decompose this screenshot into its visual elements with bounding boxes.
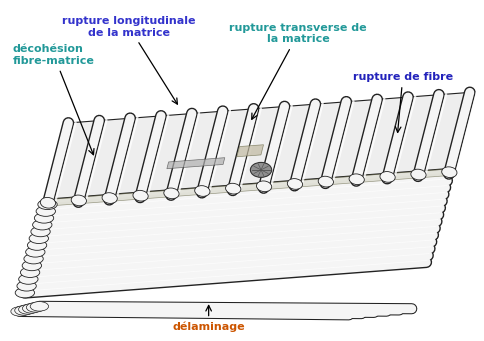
Polygon shape xyxy=(47,169,449,206)
Polygon shape xyxy=(236,145,263,157)
Text: rupture transverse de
la matrice: rupture transverse de la matrice xyxy=(229,23,366,119)
Ellipse shape xyxy=(40,197,56,208)
Text: rupture de fibre: rupture de fibre xyxy=(352,72,452,132)
Ellipse shape xyxy=(318,176,333,187)
Ellipse shape xyxy=(22,303,41,313)
Ellipse shape xyxy=(441,167,456,178)
Ellipse shape xyxy=(22,261,42,271)
Polygon shape xyxy=(97,266,287,287)
Ellipse shape xyxy=(410,169,425,180)
Text: délaminage: délaminage xyxy=(172,306,244,332)
Ellipse shape xyxy=(17,281,36,291)
Ellipse shape xyxy=(34,213,54,223)
Ellipse shape xyxy=(26,247,45,257)
Ellipse shape xyxy=(27,240,46,250)
Ellipse shape xyxy=(71,195,86,206)
Ellipse shape xyxy=(26,302,45,312)
Text: rupture longitudinale
de la matrice: rupture longitudinale de la matrice xyxy=(62,16,195,104)
Ellipse shape xyxy=(11,307,29,316)
Ellipse shape xyxy=(20,267,40,278)
Ellipse shape xyxy=(24,254,43,264)
Ellipse shape xyxy=(164,188,179,199)
Ellipse shape xyxy=(31,226,50,237)
Ellipse shape xyxy=(15,306,33,315)
Ellipse shape xyxy=(225,183,241,194)
Ellipse shape xyxy=(194,186,210,196)
Ellipse shape xyxy=(102,193,117,204)
Ellipse shape xyxy=(36,206,55,216)
Ellipse shape xyxy=(38,199,57,210)
Ellipse shape xyxy=(15,288,34,298)
Ellipse shape xyxy=(256,181,271,192)
Ellipse shape xyxy=(287,179,302,189)
Ellipse shape xyxy=(348,174,363,184)
Ellipse shape xyxy=(18,305,37,314)
Text: décohésion
fibre-matrice: décohésion fibre-matrice xyxy=(13,44,94,155)
Ellipse shape xyxy=(32,220,52,230)
Ellipse shape xyxy=(29,233,48,243)
Circle shape xyxy=(250,162,271,177)
Polygon shape xyxy=(25,92,469,293)
Ellipse shape xyxy=(133,190,148,201)
Polygon shape xyxy=(166,158,225,169)
Ellipse shape xyxy=(379,172,394,182)
Ellipse shape xyxy=(19,274,38,284)
Ellipse shape xyxy=(30,301,48,311)
